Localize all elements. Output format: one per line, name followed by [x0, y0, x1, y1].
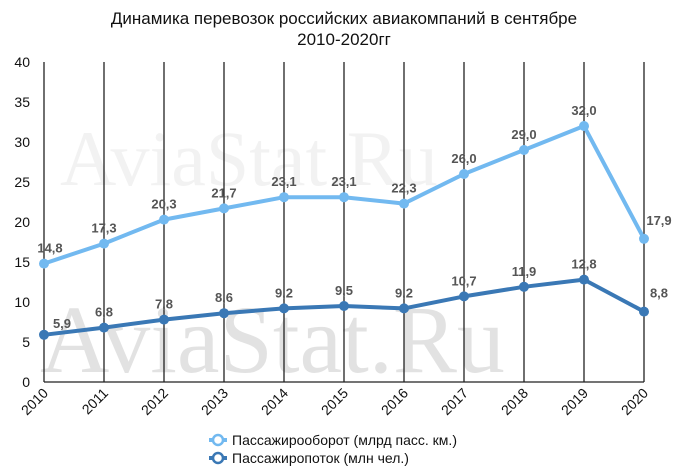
data-point — [159, 314, 169, 325]
data-point — [639, 306, 649, 317]
y-tick-label: 35 — [14, 94, 30, 110]
series-layer — [39, 121, 649, 340]
data-point — [399, 198, 409, 209]
legend: Пассажирооборот (млрд пасс. км.) Пассажир… — [209, 432, 457, 466]
data-point — [159, 214, 169, 225]
y-tick-label: 25 — [14, 174, 30, 190]
legend-label-1: Пассажирооборот (млрд пасс. км.) — [232, 432, 457, 448]
series-2 — [39, 274, 649, 340]
watermark-layer: AviaStat.Ru AviaStat.Ru — [40, 115, 505, 393]
data-labels: 14,8 17,3 20,3 21,7 23,1 23,1 22,3 26,0 29,0 32,0… — [37, 103, 671, 331]
data-label: 10,7 — [451, 273, 476, 288]
data-point — [99, 238, 109, 249]
data-point — [579, 274, 589, 285]
data-label: 29,0 — [511, 127, 536, 142]
watermark-top: AviaStat.Ru — [60, 115, 438, 202]
legend-marker-2 — [211, 451, 225, 465]
legend-label-2: Пассажиропоток (млн чел.) — [232, 450, 409, 466]
data-point — [519, 145, 529, 155]
y-tick-label: 0 — [22, 374, 30, 390]
data-point — [279, 303, 289, 314]
y-axis: 0 5 10 15 20 25 30 35 40 — [14, 54, 30, 390]
data-label: 32,0 — [571, 103, 596, 118]
data-point — [219, 308, 229, 319]
data-label: 11,9 — [512, 264, 537, 279]
data-label: 17,9 — [646, 213, 671, 228]
data-point — [399, 303, 409, 314]
y-tick-label: 40 — [14, 54, 30, 70]
data-point — [39, 329, 49, 340]
data-label: 9,2 — [395, 285, 413, 300]
y-tick-label: 20 — [14, 214, 30, 230]
legend-marker-1 — [211, 433, 225, 447]
data-point — [579, 121, 589, 131]
chart-title-line-2: 2010-2020гг — [297, 30, 391, 49]
data-label: 12,8 — [571, 257, 596, 272]
data-label: 17,3 — [91, 221, 116, 236]
data-label: 9,5 — [335, 283, 353, 298]
x-tick-label-2019: 2019 — [558, 385, 591, 418]
data-label: 14,8 — [37, 241, 62, 256]
data-point — [339, 192, 349, 203]
data-point — [39, 258, 49, 269]
data-label: 20,3 — [151, 197, 176, 212]
chart-title-line-1: Динамика перевозок российских авиакомпан… — [111, 9, 577, 28]
data-label: 23,1 — [271, 174, 296, 189]
y-tick-label: 30 — [14, 134, 30, 150]
data-point — [519, 281, 529, 292]
data-point — [459, 169, 469, 179]
data-point — [219, 203, 229, 214]
data-label: 21,7 — [211, 185, 236, 200]
series-1 — [39, 121, 649, 269]
data-label: 8,8 — [650, 286, 668, 301]
data-label: 5,9 — [53, 316, 71, 331]
data-label: 8,6 — [215, 290, 233, 305]
data-label: 7,8 — [155, 297, 173, 312]
y-tick-label: 10 — [14, 294, 30, 310]
data-label: 26,0 — [451, 151, 476, 166]
y-tick-label: 5 — [22, 334, 30, 350]
data-label: 9,2 — [275, 285, 293, 300]
data-point — [459, 291, 469, 302]
data-label: 22,3 — [391, 181, 416, 196]
data-point — [339, 301, 349, 311]
x-tick-label-2020: 2020 — [618, 385, 651, 418]
data-label: 6,8 — [95, 305, 113, 320]
data-point — [279, 192, 289, 203]
chart-title: Динамика перевозок российских авиакомпан… — [111, 9, 577, 49]
y-tick-label: 15 — [14, 254, 30, 270]
data-point — [99, 322, 109, 333]
data-label: 23,1 — [331, 174, 356, 189]
data-point — [639, 233, 649, 244]
